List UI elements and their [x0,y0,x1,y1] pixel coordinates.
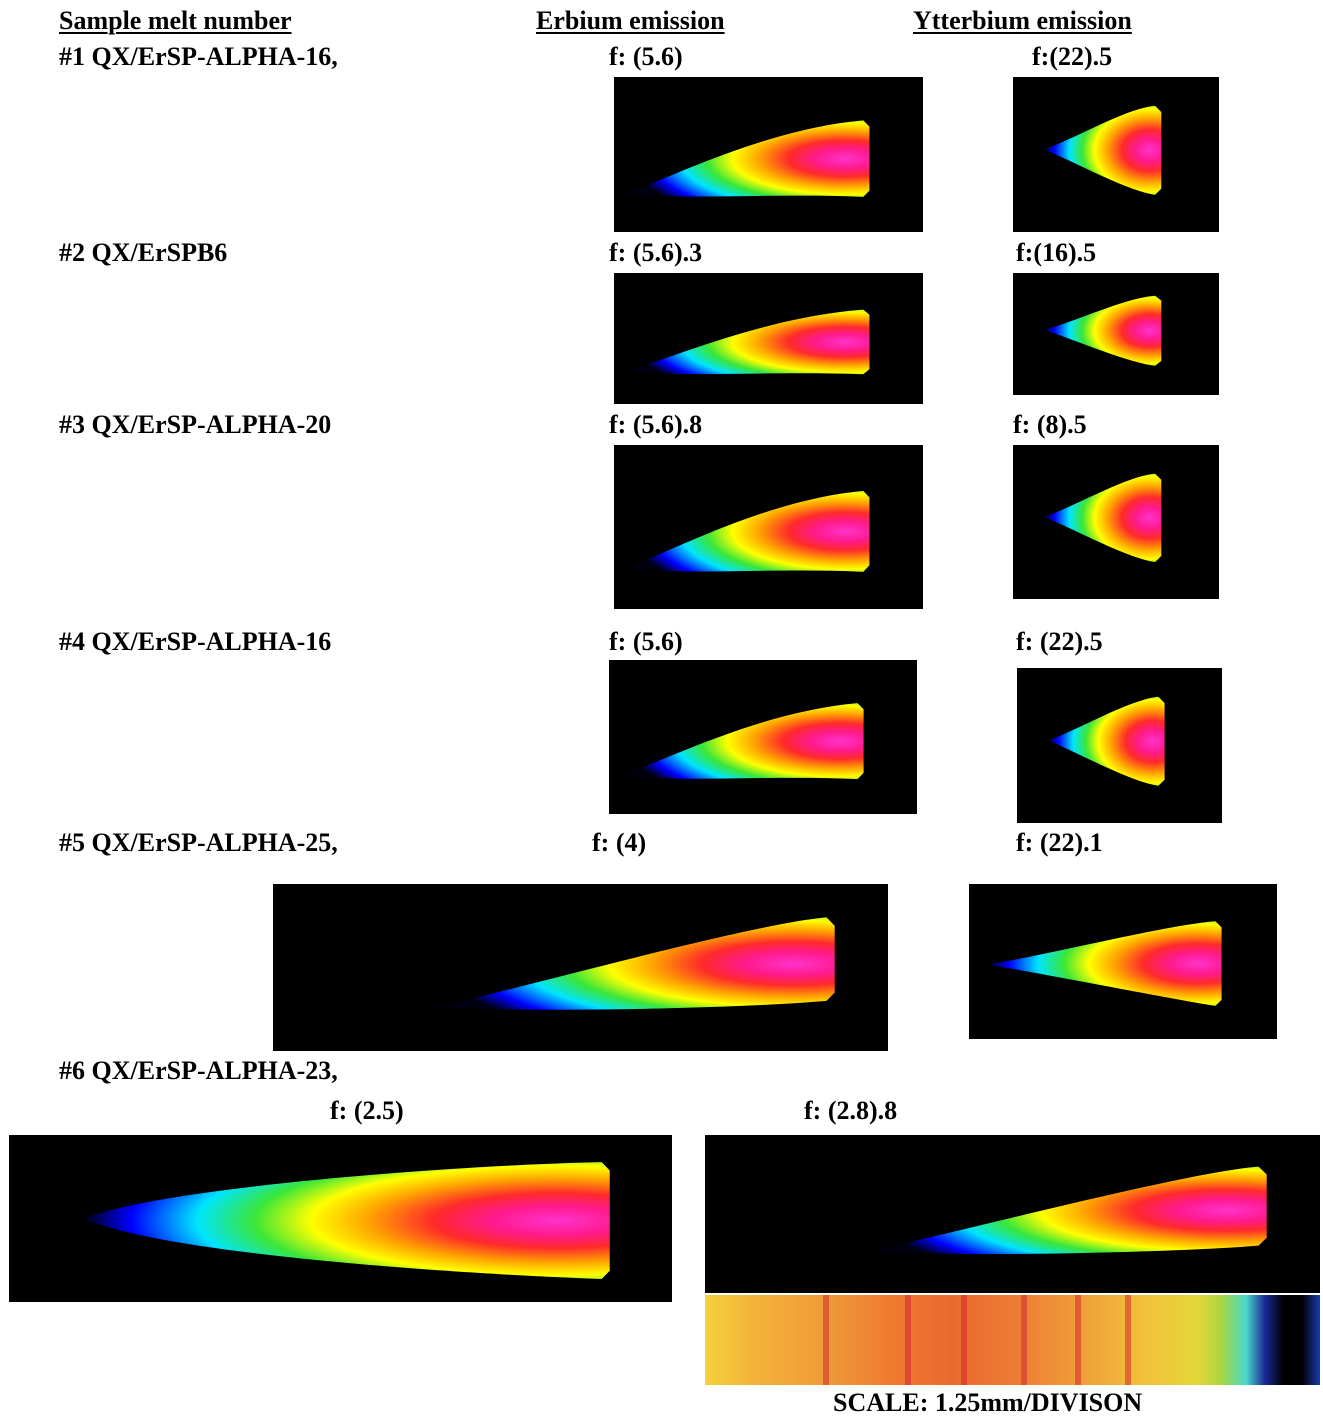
scale-division-mark [1075,1295,1081,1385]
sample-4-ytterbium-fstop: f: (22).5 [1016,627,1103,656]
plume-graphic [628,120,870,197]
scale-reference-image [705,1295,1320,1385]
scale-division-mark [1021,1295,1027,1385]
plume-graphic [623,703,864,780]
sample-3-erbium-fstop: f: (5.6).8 [609,410,703,439]
scale-division-mark [961,1295,967,1385]
sample-6-label: #6 QX/ErSP-ALPHA-23, [59,1056,338,1085]
scale-division-mark [1125,1295,1131,1385]
plume-graphic [1047,696,1165,786]
plume-graphic [83,1162,610,1280]
scale-division-mark [823,1295,829,1385]
plume-graphic [1043,105,1162,195]
sample-1-ytterbium-emission-image [1013,77,1219,232]
sample-4-ytterbium-emission-image [1017,668,1222,823]
sample-2-erbium-fstop: f: (5.6).3 [609,238,703,267]
plume-graphic [437,917,835,1010]
plume-graphic [1043,295,1162,366]
plume-graphic [1043,473,1162,563]
plume-graphic [869,1166,1267,1254]
sample-4-erbium-emission-image [609,660,917,814]
sample-3-ytterbium-fstop: f: (8).5 [1013,410,1087,439]
sample-5-erbium-fstop: f: (4) [592,828,647,857]
sample-1-label: #1 QX/ErSP-ALPHA-16, [59,42,338,71]
scale-division-mark [905,1295,911,1385]
sample-2-ytterbium-fstop: f:(16).5 [1016,238,1097,267]
sample-1-erbium-fstop: f: (5.6) [609,42,683,71]
sample-2-label: #2 QX/ErSPB6 [59,238,228,267]
sample-6-erbium-fstop: f: (2.5) [330,1096,404,1125]
sample-2-erbium-emission-image [614,273,923,404]
sample-1-ytterbium-fstop: f:(22).5 [1032,42,1113,71]
sample-6-ytterbium-emission-image [705,1135,1320,1293]
sample-6-ytterbium-fstop: f: (2.8).8 [804,1096,898,1125]
sample-5-ytterbium-emission-image [969,884,1277,1039]
sample-4-label: #4 QX/ErSP-ALPHA-16 [59,627,332,656]
sample-5-ytterbium-fstop: f: (22).1 [1016,828,1103,857]
plume-graphic [628,309,870,375]
sample-1-erbium-emission-image [614,77,923,232]
ytterbium-column-header: Ytterbium emission [913,6,1132,35]
sample-column-header: Sample melt number [59,6,292,35]
plume-graphic [987,921,1222,1006]
sample-5-label: #5 QX/ErSP-ALPHA-25, [59,828,338,857]
sample-6-erbium-emission-image [9,1135,672,1302]
sample-4-erbium-fstop: f: (5.6) [609,627,683,656]
plume-graphic [628,490,870,572]
scale-caption: SCALE: 1.25mm/DIVISON [833,1388,1143,1417]
sample-3-erbium-emission-image [614,445,923,609]
sample-3-label: #3 QX/ErSP-ALPHA-20 [59,410,332,439]
erbium-column-header: Erbium emission [536,6,725,35]
sample-3-ytterbium-emission-image [1013,445,1219,599]
sample-2-ytterbium-emission-image [1013,273,1219,395]
sample-5-erbium-emission-image [273,884,888,1051]
